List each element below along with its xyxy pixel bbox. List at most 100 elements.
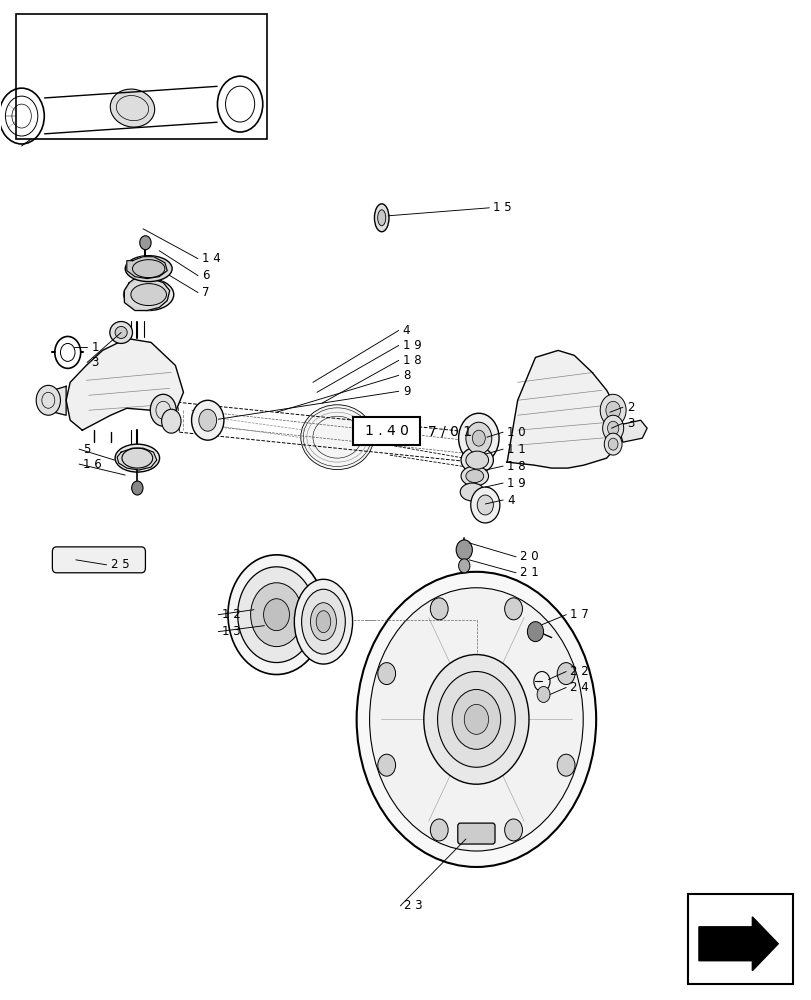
Text: 3: 3 — [91, 356, 98, 369]
Circle shape — [199, 409, 217, 431]
Text: 1 2: 1 2 — [222, 608, 241, 621]
Circle shape — [228, 555, 324, 675]
Text: 1 1: 1 1 — [507, 443, 526, 456]
Circle shape — [36, 385, 60, 415]
Ellipse shape — [122, 448, 152, 468]
Circle shape — [264, 599, 289, 631]
Ellipse shape — [115, 326, 127, 338]
Bar — [16, 14, 267, 139]
Ellipse shape — [131, 284, 166, 306]
Text: 1 5: 1 5 — [493, 201, 512, 214]
Circle shape — [504, 819, 521, 841]
Circle shape — [377, 663, 395, 685]
Circle shape — [477, 495, 493, 515]
Text: 1 3: 1 3 — [222, 625, 241, 638]
Circle shape — [423, 655, 528, 784]
Circle shape — [605, 401, 620, 419]
Circle shape — [430, 598, 448, 620]
FancyBboxPatch shape — [52, 547, 145, 573]
Circle shape — [504, 598, 521, 620]
Text: 9: 9 — [402, 385, 410, 398]
Circle shape — [458, 559, 470, 573]
Circle shape — [251, 583, 302, 647]
Text: 7: 7 — [202, 286, 209, 299]
Ellipse shape — [315, 611, 330, 633]
Text: 2 5: 2 5 — [110, 558, 129, 571]
Circle shape — [161, 409, 181, 433]
Circle shape — [150, 394, 176, 426]
Circle shape — [369, 588, 582, 851]
FancyBboxPatch shape — [457, 823, 495, 844]
Ellipse shape — [374, 204, 388, 232]
Circle shape — [470, 487, 500, 523]
Text: 6: 6 — [202, 269, 209, 282]
Ellipse shape — [294, 579, 352, 664]
Text: 1 9: 1 9 — [402, 339, 421, 352]
Ellipse shape — [461, 447, 493, 473]
Text: 1: 1 — [91, 341, 99, 354]
Circle shape — [607, 438, 617, 450]
Ellipse shape — [466, 451, 488, 469]
Ellipse shape — [110, 89, 155, 127]
Circle shape — [437, 672, 515, 767]
Circle shape — [238, 567, 315, 663]
Ellipse shape — [461, 466, 488, 486]
Text: 2 3: 2 3 — [404, 899, 423, 912]
Ellipse shape — [109, 321, 132, 343]
Polygon shape — [124, 277, 169, 311]
Text: 2: 2 — [626, 401, 633, 414]
Text: 1 7: 1 7 — [569, 608, 588, 621]
Text: 4: 4 — [402, 324, 410, 337]
Circle shape — [602, 415, 623, 441]
Circle shape — [191, 400, 224, 440]
Text: 2 2: 2 2 — [569, 665, 588, 678]
Text: 2 1: 2 1 — [520, 566, 539, 579]
Ellipse shape — [115, 444, 160, 472]
Circle shape — [472, 430, 485, 446]
Polygon shape — [127, 257, 167, 279]
Polygon shape — [117, 448, 157, 470]
Text: 1 8: 1 8 — [507, 460, 526, 473]
Circle shape — [456, 540, 472, 560]
Text: 2 0: 2 0 — [520, 550, 538, 563]
Circle shape — [131, 481, 143, 495]
Circle shape — [139, 236, 151, 250]
Text: 3: 3 — [626, 417, 633, 430]
Circle shape — [526, 622, 543, 642]
Ellipse shape — [310, 603, 336, 641]
Text: 1 8: 1 8 — [402, 354, 421, 367]
FancyArrowPatch shape — [45, 86, 217, 98]
Ellipse shape — [466, 470, 483, 483]
Circle shape — [452, 689, 500, 749]
Ellipse shape — [460, 483, 484, 501]
Ellipse shape — [300, 405, 373, 470]
Bar — [353, 417, 419, 445]
FancyArrowPatch shape — [45, 122, 217, 134]
Text: 5: 5 — [83, 443, 90, 456]
Ellipse shape — [301, 589, 345, 654]
Text: 8: 8 — [402, 369, 410, 382]
Ellipse shape — [123, 279, 174, 311]
Circle shape — [556, 754, 574, 776]
Circle shape — [607, 421, 618, 435]
Text: 4: 4 — [507, 494, 514, 507]
Polygon shape — [42, 386, 66, 415]
Text: 7 / 0 1: 7 / 0 1 — [427, 424, 471, 438]
Text: 1 9: 1 9 — [507, 477, 526, 490]
Bar — [687, 894, 792, 984]
Circle shape — [556, 663, 574, 685]
Circle shape — [377, 754, 395, 776]
Circle shape — [466, 422, 491, 454]
Text: 1 6: 1 6 — [83, 458, 101, 471]
Text: 1 0: 1 0 — [507, 426, 526, 439]
Ellipse shape — [377, 210, 385, 226]
Polygon shape — [617, 420, 646, 442]
Text: 2 4: 2 4 — [569, 681, 588, 694]
Circle shape — [356, 572, 595, 867]
Circle shape — [599, 394, 625, 426]
Circle shape — [464, 704, 488, 734]
Text: 1 4: 1 4 — [202, 252, 221, 265]
Circle shape — [430, 819, 448, 841]
Polygon shape — [66, 338, 183, 430]
Polygon shape — [698, 917, 777, 971]
